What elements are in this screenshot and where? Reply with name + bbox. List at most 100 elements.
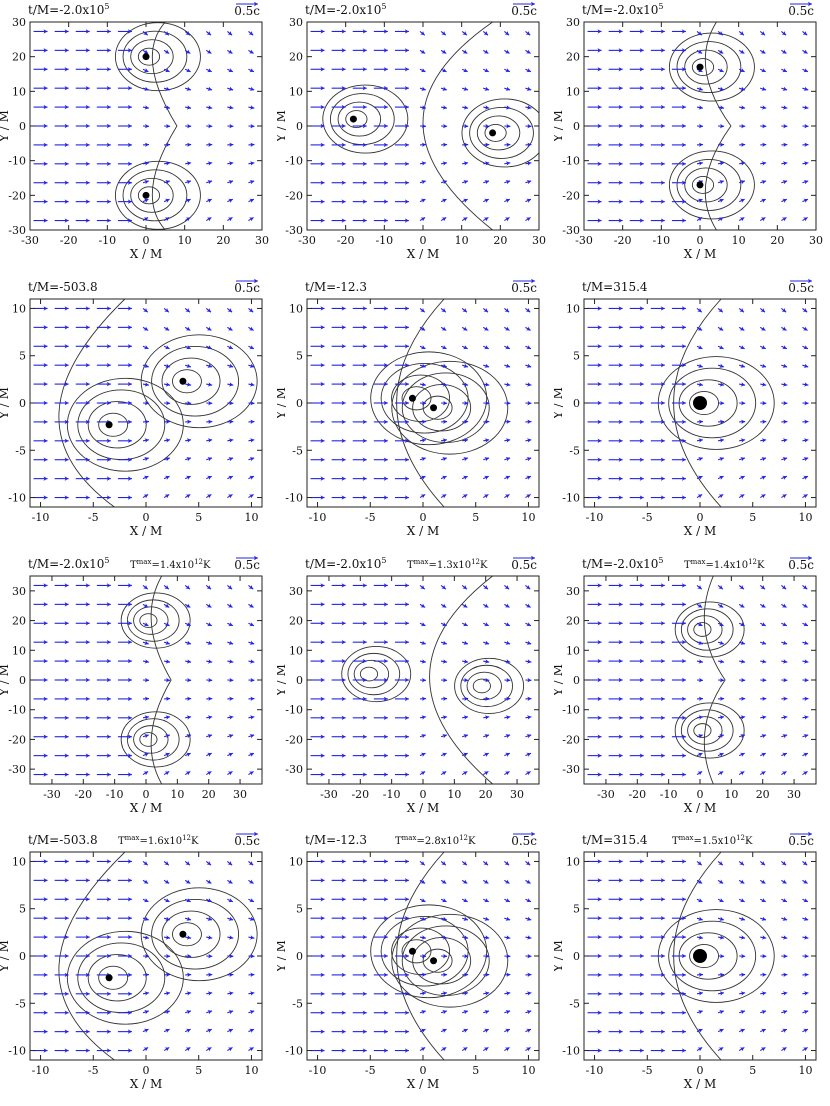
panel-plot: -10 -5 0 5 10 10 5 0 -5 -10 X / M Y / M t/M=-12.3 0.5… (277, 278, 540, 538)
panel-plot: -30 -20 -10 0 10 20 30 30 20 10 0 -10 -20 -30 X / M Y /… (277, 555, 540, 815)
tmax-label: Tmax=1.6x1012K (118, 834, 199, 847)
y-tick-label: 30 (289, 585, 303, 598)
contour-level (391, 913, 509, 1008)
y-axis-label: Y / M (554, 940, 565, 973)
contour-level (140, 887, 258, 982)
contour-level (684, 167, 728, 203)
y-tick-label: -5 (15, 444, 26, 457)
contour-level (161, 357, 221, 405)
x-tick-label: 30 (255, 234, 269, 247)
contour-level (469, 106, 534, 159)
x-tick-label: -5 (365, 1064, 376, 1077)
y-tick-label: 5 (573, 350, 580, 363)
x-tick-label: 30 (532, 234, 546, 247)
x-tick-label: 20 (202, 788, 216, 801)
y-axis-label: Y / M (0, 940, 11, 973)
panel-r1c3: -30 -20 -10 0 10 20 30 30 20 10 0 -10 -20 -30 X / M Y /… (554, 0, 830, 276)
contour-level (98, 412, 129, 437)
x-tick-label: -30 (21, 234, 39, 247)
black-hole-marker (349, 115, 357, 123)
y-tick-label: -10 (8, 1045, 26, 1058)
contour-level (87, 954, 147, 1002)
x-tick-label: -10 (309, 511, 327, 524)
y-tick-label: -10 (8, 704, 26, 717)
black-hole-marker (430, 404, 438, 412)
contour-level (422, 395, 453, 420)
y-tick-label: 30 (566, 16, 580, 29)
contour-level (684, 49, 728, 85)
x-tick-label: -5 (642, 1064, 653, 1077)
velocity-field (33, 29, 255, 223)
y-tick-label: 5 (296, 350, 303, 363)
contour-level (114, 22, 201, 92)
x-tick-label: 20 (479, 788, 493, 801)
contour-level (133, 725, 169, 754)
time-label: t/M=-2.0x105 (28, 556, 109, 571)
contour-level (120, 592, 191, 649)
x-axis-label: X / M (407, 247, 440, 261)
contour-level (687, 615, 723, 644)
y-tick-label: 5 (19, 903, 26, 916)
x-axis-label: X / M (130, 524, 163, 538)
x-tick-label: 30 (809, 234, 823, 247)
y-tick-label: 5 (296, 903, 303, 916)
y-axis-label: Y / M (0, 664, 11, 697)
contour-level (401, 925, 490, 996)
contour-level (347, 652, 401, 696)
black-hole-marker (408, 947, 416, 955)
x-tick-label: -30 (43, 788, 61, 801)
time-label: t/M=315.4 (582, 280, 648, 294)
y-tick-label: 30 (12, 585, 26, 598)
y-tick-label: -10 (285, 492, 303, 505)
x-tick-label: 0 (697, 788, 704, 801)
x-tick-label: 5 (195, 511, 202, 524)
y-tick-label: -30 (562, 763, 580, 776)
contour-level (674, 702, 745, 759)
contour-level (691, 175, 715, 194)
contour-level (337, 101, 382, 137)
y-axis-label: Y / M (0, 110, 11, 143)
tmax-label: Tmax=1.5x1012K (672, 834, 753, 847)
x-tick-label: 5 (749, 511, 756, 524)
contour-level (161, 910, 221, 958)
velocity-field (33, 583, 255, 777)
x-tick-label: 0 (143, 234, 150, 247)
panel-plot: -30 -20 -10 0 10 20 30 30 20 10 0 -10 -20 -30 X / M Y /… (554, 1, 823, 261)
y-tick-label: 0 (573, 397, 580, 410)
black-hole-marker (105, 421, 113, 429)
y-axis-label: Y / M (277, 110, 288, 143)
scale-label: 0.5c (511, 4, 537, 18)
x-tick-label: -20 (337, 234, 355, 247)
y-tick-label: -10 (285, 155, 303, 168)
contour-level (66, 377, 184, 472)
x-tick-label: 0 (143, 1064, 150, 1077)
black-hole-marker (489, 129, 497, 137)
contour-level (668, 32, 755, 102)
y-tick-label: 0 (19, 397, 26, 410)
contour-level (472, 678, 491, 694)
contour-level (139, 613, 158, 628)
y-tick-label: -30 (285, 763, 303, 776)
panel-plot: -30 -20 -10 0 10 20 30 30 20 10 0 -10 -20 -30 X / M Y /… (0, 555, 263, 815)
panel-r3c2: -30 -20 -10 0 10 20 30 30 20 10 0 -10 -20 -30 X / M Y /… (277, 554, 553, 830)
contour-level (114, 160, 201, 230)
x-tick-label: -30 (298, 234, 316, 247)
y-tick-label: 30 (289, 16, 303, 29)
contour-level (87, 401, 147, 449)
x-tick-label: -10 (652, 234, 670, 247)
tmax-label: Tmax=2.8x1012K (395, 834, 476, 847)
x-tick-label: 10 (170, 788, 184, 801)
y-tick-label: 20 (566, 615, 580, 628)
contour-level (133, 606, 169, 635)
x-tick-label: -5 (642, 511, 653, 524)
panel-r2c2: -10 -5 0 5 10 10 5 0 -5 -10 X / M Y / M t/M=-12.3 0.5… (277, 277, 553, 553)
velocity-field (587, 859, 809, 1053)
time-label: t/M=-2.0x105 (28, 2, 109, 17)
x-tick-label: 5 (195, 1064, 202, 1077)
y-tick-label: 30 (12, 16, 26, 29)
x-tick-label: 0 (420, 511, 427, 524)
y-tick-label: -10 (562, 1045, 580, 1058)
x-tick-label: 10 (244, 511, 258, 524)
contour-level (454, 657, 525, 714)
panel-plot: -10 -5 0 5 10 10 5 0 -5 -10 X / M Y / M t/M=-503.8 0.… (0, 278, 263, 538)
